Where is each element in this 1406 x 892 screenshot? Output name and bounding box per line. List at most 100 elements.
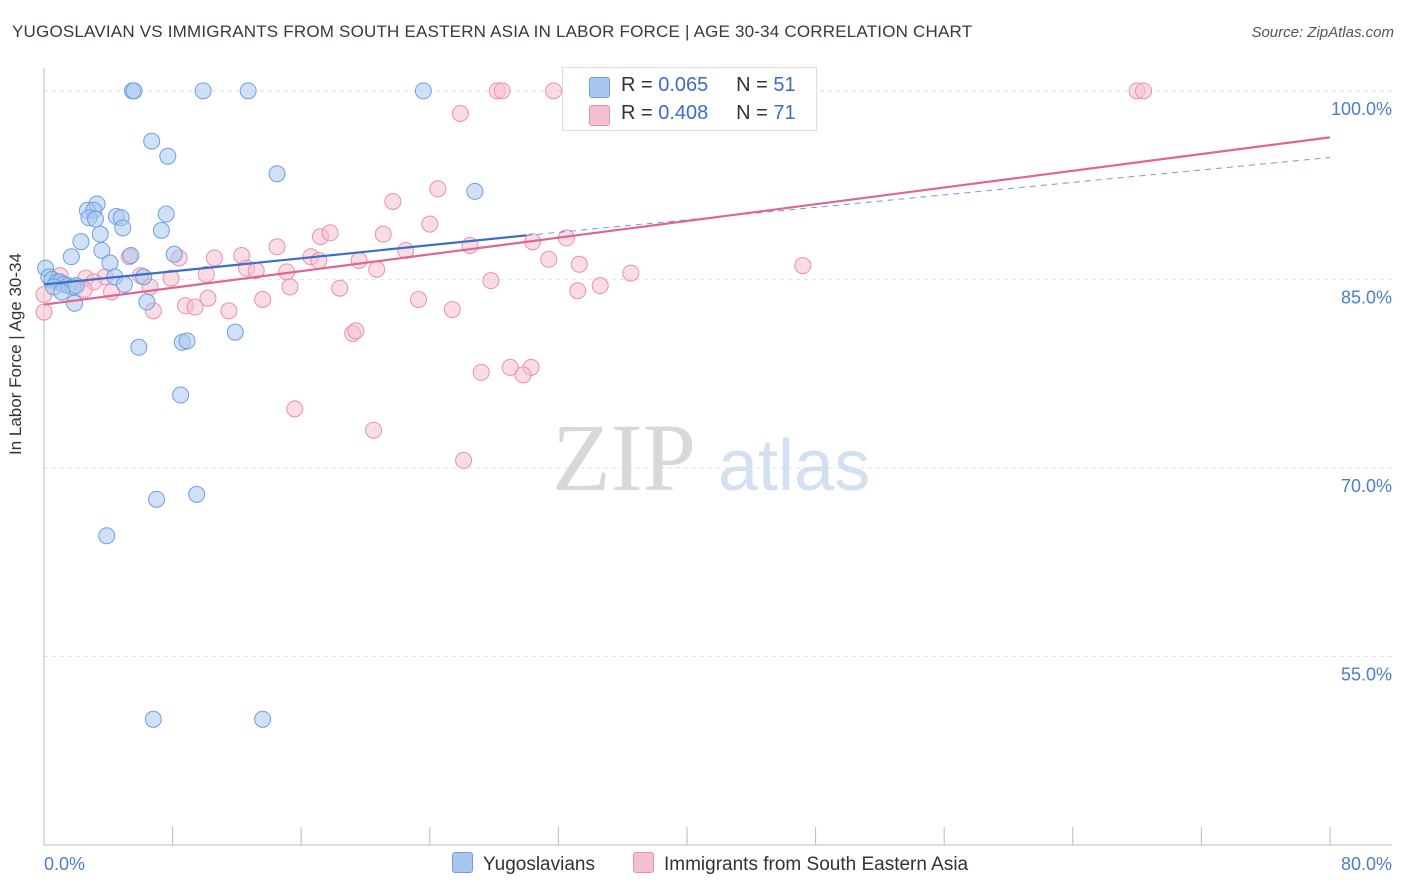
series-name-sea: Immigrants from South Eastern Asia	[664, 854, 969, 875]
point-sea	[410, 291, 428, 309]
point-sea	[622, 264, 640, 282]
point-sea	[514, 366, 532, 384]
point-yugoslavian	[135, 268, 153, 286]
r-label: R =	[621, 102, 653, 124]
point-yugoslavian	[122, 247, 140, 265]
point-sea	[443, 301, 461, 319]
axes	[43, 68, 1392, 846]
point-yugoslavian	[98, 527, 116, 545]
point-sea	[199, 289, 217, 307]
point-yugoslavian	[130, 338, 148, 356]
point-yugoslavian	[53, 283, 71, 301]
n-value-yugoslavians: 51	[773, 74, 796, 96]
point-sea	[205, 249, 223, 267]
point-yugoslavian	[138, 293, 156, 311]
point-sea	[368, 260, 386, 278]
point-yugoslavian	[115, 275, 133, 293]
point-sea	[384, 192, 402, 210]
point-yugoslavian	[144, 710, 162, 728]
point-sea	[186, 298, 204, 316]
point-sea	[591, 277, 609, 295]
point-sea	[421, 215, 439, 233]
point-sea	[472, 363, 490, 381]
point-sea	[429, 180, 447, 198]
point-yugoslavian	[466, 182, 484, 200]
point-yugoslavian	[143, 132, 161, 150]
point-sea	[268, 238, 286, 256]
point-yugoslavian	[165, 245, 183, 263]
point-yugoslavian	[194, 82, 212, 100]
point-sea	[493, 82, 511, 100]
point-yugoslavian	[268, 165, 286, 183]
legend-swatch-sea	[589, 105, 610, 126]
r-label: R =	[621, 74, 653, 96]
legend-row-yugoslavians: R = 0.065 N = 51	[621, 74, 796, 97]
point-yugoslavian	[62, 248, 80, 266]
bottom-swatch-yugoslavians	[452, 852, 473, 873]
point-sea	[331, 279, 349, 297]
point-sea	[162, 269, 180, 287]
point-yugoslavian	[86, 210, 104, 228]
y-tick-label: 70.0%	[1341, 476, 1392, 496]
tick-labels: 55.0% 70.0% 85.0% 100.0% 0.0% 80.0%	[44, 99, 1392, 874]
legend-row-sea: R = 0.408 N = 71	[621, 102, 796, 125]
point-yugoslavian	[239, 82, 257, 100]
point-sea	[347, 322, 365, 340]
point-yugoslavian	[66, 294, 84, 312]
point-sea	[501, 358, 519, 376]
n-label: N =	[736, 74, 768, 96]
r-value-sea: 0.408	[658, 102, 709, 124]
y-tick-label: 85.0%	[1341, 287, 1392, 307]
trend-line-sea	[43, 136, 1331, 306]
point-yugoslavian	[152, 221, 170, 239]
point-yugoslavian	[178, 332, 196, 350]
chart-title: YUGOSLAVIAN VS IMMIGRANTS FROM SOUTH EAS…	[12, 22, 973, 41]
point-sea	[794, 257, 812, 275]
y-axis-label: In Labor Force | Age 30-34	[6, 253, 25, 455]
y-tick-label: 55.0%	[1341, 664, 1392, 684]
trend-line-yugoslavians-extension	[526, 156, 1331, 236]
trend-lines	[43, 136, 1331, 306]
point-yugoslavian	[414, 82, 432, 100]
point-sea	[569, 282, 587, 300]
bottom-swatch-sea	[633, 852, 654, 873]
point-yugoslavian	[93, 241, 111, 259]
point-sea	[220, 302, 238, 320]
watermark-atlas: atlas	[718, 426, 870, 506]
point-sea	[482, 272, 500, 290]
point-sea	[1135, 82, 1153, 100]
r-value-yugoslavians: 0.065	[658, 74, 709, 96]
point-sea	[365, 421, 383, 439]
point-sea	[281, 278, 299, 296]
y-tick-label: 100.0%	[1331, 99, 1392, 119]
point-sea	[545, 82, 563, 100]
n-label: N =	[736, 102, 768, 124]
watermark-zip: ZIP	[552, 404, 696, 511]
point-yugoslavian	[91, 225, 109, 243]
point-sea	[286, 400, 304, 418]
gridlines	[44, 90, 1392, 657]
point-yugoslavian	[188, 485, 206, 503]
source-credit: Source: ZipAtlas.com	[1251, 24, 1394, 41]
trend-line-yugoslavians	[43, 234, 527, 286]
point-yugoslavian	[159, 147, 177, 165]
point-yugoslavian	[148, 490, 166, 508]
point-yugoslavian	[157, 205, 175, 223]
point-sea	[350, 252, 368, 270]
point-sea	[451, 104, 469, 122]
x-tick-label: 80.0%	[1341, 854, 1392, 874]
n-value-sea: 71	[773, 102, 796, 124]
point-sea	[455, 451, 473, 469]
point-yugoslavian	[125, 82, 143, 100]
point-sea	[321, 224, 339, 242]
point-sea	[570, 255, 588, 273]
point-sea	[374, 225, 392, 243]
stats-legend: R = 0.065 N = 51 R = 0.408 N = 71	[562, 67, 817, 131]
bottom-legend-sea: Immigrants from South Eastern Asia	[633, 852, 968, 876]
series-name-yugoslavians: Yugoslavians	[483, 854, 595, 875]
x-tick-label: 0.0%	[44, 854, 85, 874]
point-sea	[35, 303, 53, 321]
bottom-legend-yugoslavians: Yugoslavians	[452, 852, 595, 876]
point-sea	[254, 291, 272, 309]
